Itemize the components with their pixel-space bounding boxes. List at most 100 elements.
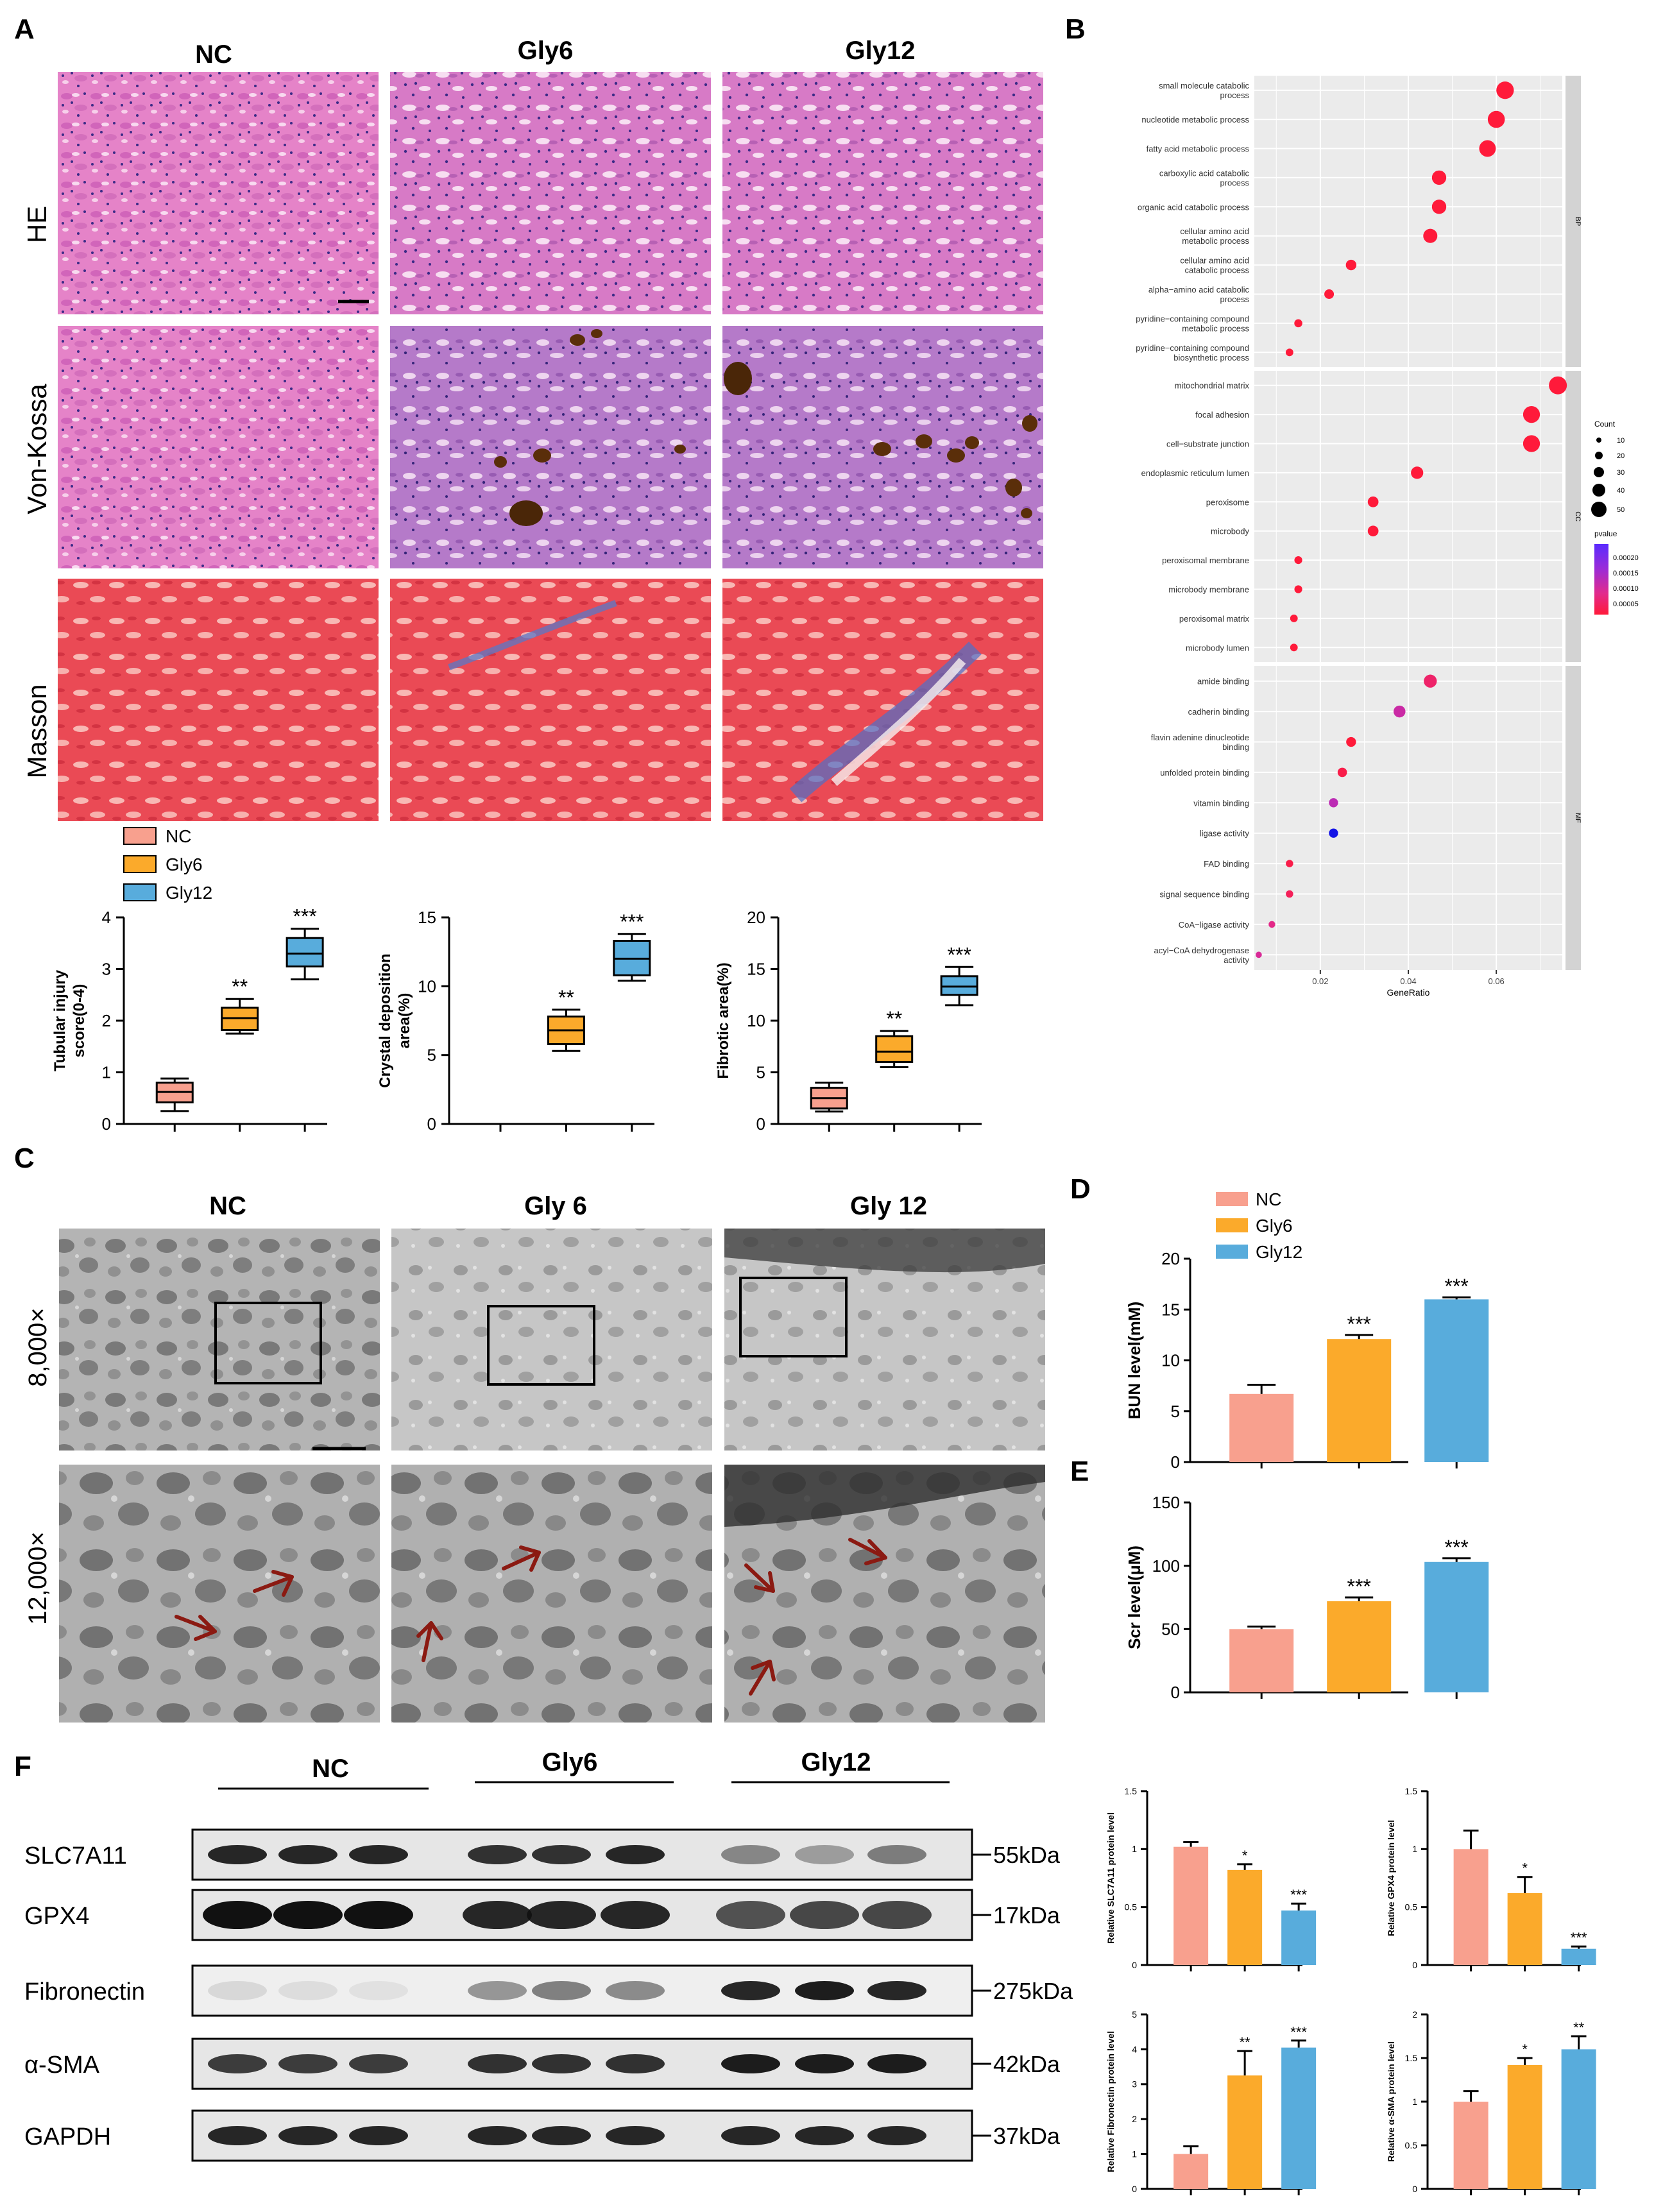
- significance-mark: *: [1522, 1860, 1528, 1876]
- go-term-label: peroxisomal membrane: [1162, 556, 1249, 565]
- blot-row-3: α-SMA 42kDa: [24, 2038, 1061, 2090]
- blot-band: [721, 1981, 780, 2000]
- legend-label-nc-d: NC: [1256, 1189, 1281, 1209]
- blot-band: [208, 2054, 267, 2073]
- go-term-label: cell−substrate junction: [1166, 439, 1249, 449]
- go-dot: [1411, 466, 1424, 479]
- go-dot: [1345, 259, 1357, 271]
- go-facet-MF: MF amide binding cadherin binding flavin ad…: [1151, 666, 1582, 970]
- y-tick-label: 1.5: [1405, 1786, 1418, 1796]
- legend-swatch-gly12-d: [1216, 1245, 1248, 1259]
- panel-a-col-nc: NC: [195, 40, 232, 69]
- blot-band: [862, 1901, 932, 1929]
- blot-band: [349, 2054, 408, 2073]
- go-dot: [1549, 376, 1567, 395]
- y-tick-label: 1: [102, 1063, 111, 1082]
- facet-strip-label: MF: [1574, 813, 1582, 823]
- y-tick-label: 10: [747, 1011, 765, 1030]
- count-legend-label-50: 50: [1617, 506, 1625, 514]
- significance-mark: *: [1242, 1848, 1248, 1864]
- go-dot: [1367, 525, 1379, 537]
- panel-d: D NC Gly6 Gly12: [1070, 1173, 1302, 1262]
- blot-band: [606, 2126, 665, 2145]
- bar-Gly12: [1424, 1561, 1489, 1692]
- pvalue-label-2: 0.00015: [1613, 570, 1639, 577]
- go-term-label: peroxisomal matrix: [1179, 614, 1250, 624]
- legend-label-gly6-d: Gly6: [1256, 1216, 1293, 1236]
- bar-Gly6: [1507, 2064, 1542, 2189]
- nucleus-gly12-8000: [724, 1229, 1045, 1273]
- facet-strip-label: CC: [1574, 511, 1582, 522]
- go-dot: [1523, 435, 1540, 452]
- count-legend-dot-50: [1591, 502, 1607, 517]
- panel-d-label: D: [1070, 1173, 1091, 1205]
- blot-band: [721, 1845, 780, 1864]
- go-term-label: mitochondrial matrix: [1175, 381, 1250, 391]
- go-term-label: cadherin binding: [1188, 707, 1249, 717]
- box-Gly12: [286, 937, 324, 967]
- blot-band: [795, 1981, 854, 2000]
- pvalue-legend-title: pvalue: [1594, 529, 1617, 538]
- panel-a-row-he: HE: [22, 206, 52, 243]
- go-term-label: amide binding: [1197, 677, 1249, 686]
- blot-band: [716, 1901, 785, 1929]
- bar-NC: [1229, 1629, 1294, 1692]
- blot-band: [721, 2054, 780, 2073]
- go-dot: [1423, 228, 1438, 243]
- box-Gly12: [940, 975, 978, 996]
- panel-f: F NC Gly6 Gly12 SLC7A11 55kDa GPX4 17kDa Fib…: [14, 1748, 1073, 2162]
- significance-mark: **: [886, 1007, 902, 1030]
- bar-Gly12: [1281, 2047, 1317, 2189]
- go-dot: [1286, 860, 1293, 867]
- blot-band: [606, 1981, 665, 2000]
- panel-a-row-vonkossa: Von-Kossa: [22, 384, 52, 515]
- size-marker-label: 37kDa: [993, 2123, 1061, 2149]
- x-tick-label: 0.06: [1488, 976, 1504, 986]
- y-tick-label: 3: [102, 960, 111, 979]
- panel-e: E: [1070, 1456, 1089, 1487]
- y-tick-label: 5: [427, 1046, 436, 1065]
- panel-f-label: F: [14, 1751, 31, 1782]
- blot-band: [278, 1981, 337, 2000]
- significance-mark: *: [1522, 2041, 1528, 2057]
- y-tick-label: 1: [1132, 1844, 1137, 1854]
- bar-chart-fibronectin: 0 1 2 3 4 5 Relative Fibronectin protein level…: [1105, 2009, 1317, 2195]
- significance-mark: ***: [1290, 1887, 1307, 1903]
- go-dot: [1394, 705, 1406, 718]
- blot-band: [344, 1901, 413, 1929]
- box-Gly6: [875, 1035, 914, 1063]
- y-tick-label: 50: [1161, 1619, 1180, 1638]
- y-axis-label: Relative Fibronectin protein level: [1105, 2031, 1116, 2172]
- facet-strip: [1565, 666, 1581, 970]
- y-axis-label: BUN level(mM): [1125, 1302, 1144, 1419]
- tem-12000-nc: [59, 1465, 380, 1723]
- y-tick-label: 0: [1171, 1683, 1180, 1702]
- bar-Gly12: [1561, 2049, 1596, 2189]
- count-legend-title: Count: [1594, 420, 1616, 429]
- go-dot: [1290, 643, 1298, 652]
- bar-chart-scr: 0 50 100 150 Scr level(μM) *** ***: [1125, 1493, 1489, 1702]
- facet-strip: [1565, 371, 1581, 662]
- significance-mark: ***: [1445, 1275, 1469, 1298]
- go-term-label: flavin adenine dinucleotide binding: [1151, 733, 1249, 752]
- blot-band: [795, 2126, 854, 2145]
- go-term-label: pyridine−containing compound biosynthetic…: [1136, 343, 1249, 362]
- go-term-label: ligase activity: [1200, 829, 1250, 838]
- bar-Gly6: [1507, 1893, 1542, 1965]
- significance-mark: ***: [620, 910, 644, 933]
- significance-mark: **: [232, 975, 248, 998]
- go-dot: [1324, 289, 1335, 300]
- go-legend: Count 10 20 30 40 50 pvalue 0.00020 0.00…: [1591, 420, 1639, 615]
- y-tick-label: 0.5: [1405, 2140, 1418, 2150]
- blot-band: [468, 1981, 527, 2000]
- go-dot: [1424, 674, 1437, 688]
- y-tick-label: 4: [1132, 2044, 1137, 2054]
- micrograph-he-nc: [58, 72, 379, 314]
- blot-band: [468, 2054, 527, 2073]
- bar-Gly6: [1227, 1869, 1263, 1965]
- y-tick-label: 1.5: [1125, 1786, 1138, 1796]
